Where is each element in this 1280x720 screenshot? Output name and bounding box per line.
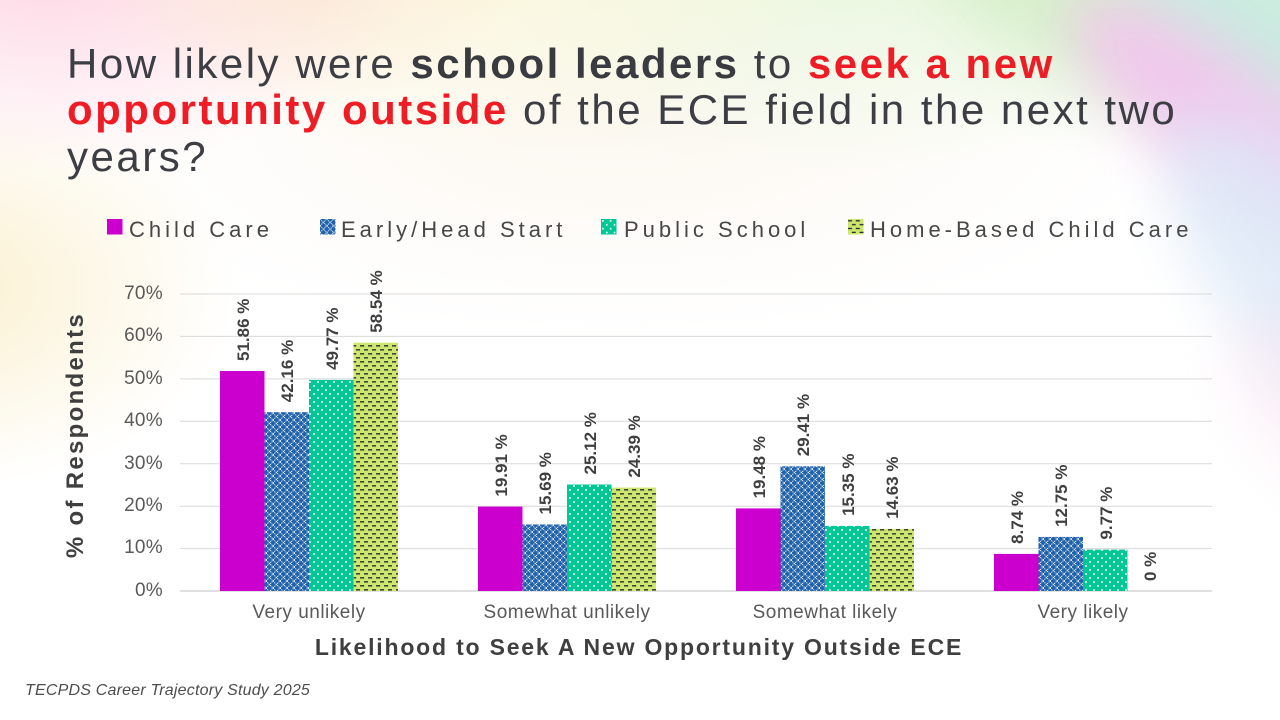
svg-text:42.16 %: 42.16 %: [278, 340, 297, 402]
svg-text:49.77 %: 49.77 %: [323, 308, 342, 370]
svg-text:29.41 %: 29.41 %: [794, 394, 813, 456]
svg-text:19.48 %: 19.48 %: [750, 436, 769, 498]
svg-text:0 %: 0 %: [1141, 552, 1160, 581]
svg-text:51.86 %: 51.86 %: [234, 299, 253, 361]
svg-text:14.63 %: 14.63 %: [883, 457, 902, 519]
svg-text:25.12 %: 25.12 %: [581, 412, 600, 474]
svg-text:24.39 %: 24.39 %: [625, 415, 644, 477]
svg-text:58.54 %: 58.54 %: [367, 270, 386, 332]
svg-text:12.75 %: 12.75 %: [1052, 465, 1071, 527]
svg-text:8.74 %: 8.74 %: [1008, 491, 1027, 544]
svg-text:15.35 %: 15.35 %: [839, 454, 858, 516]
svg-text:19.91 %: 19.91 %: [492, 434, 511, 496]
svg-text:15.69 %: 15.69 %: [536, 452, 555, 514]
svg-text:9.77 %: 9.77 %: [1097, 487, 1116, 540]
